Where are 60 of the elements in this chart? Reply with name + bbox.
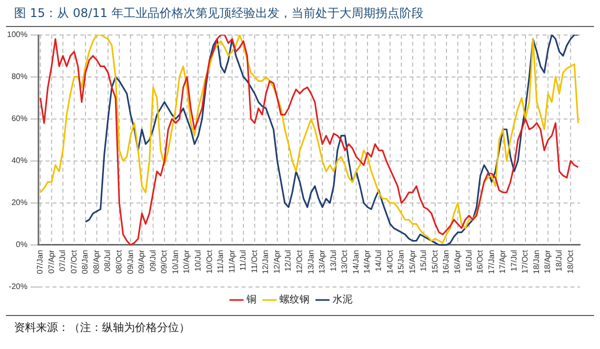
x-tick-label: 12/Jul	[284, 250, 293, 272]
x-tick-label: 15/Jul	[419, 250, 428, 272]
x-tick-label: 17/Jul	[509, 250, 518, 272]
text: 资料来源：（注：纵轴为价格分位）	[6, 315, 594, 339]
legend-label: 水泥	[332, 294, 352, 306]
x-tick-label: 16/Jan	[442, 250, 451, 274]
y-tick-label: 0%	[16, 240, 28, 250]
x-tick-label: 09/Apr	[137, 250, 146, 274]
x-tick-label: 07/Apr	[46, 250, 56, 274]
x-tick-label: 13/Apr	[318, 250, 327, 274]
x-tick-label: 14/Apr	[362, 250, 372, 274]
x-tick-label: 17/Jan	[486, 250, 496, 274]
x-tick-label: 09/Jul	[148, 250, 158, 272]
x-tick-label: 08/Jan	[80, 250, 90, 274]
x-tick-label: 07/Jan	[36, 250, 45, 274]
x-tick-label: 11/Jul	[238, 250, 248, 271]
x-tick-label: 12/Oct	[295, 249, 304, 274]
x-tick-label: 18/Oct	[566, 249, 575, 274]
x-tick-label: 15/Apr	[408, 250, 417, 274]
y-tick-label: 40%	[11, 156, 28, 166]
chart-title: 图 15：从 08/11 年工业品价格次第见顶经验出发，当前处于大周期拐点阶段	[6, 0, 594, 27]
y-tick-label: -20%	[8, 282, 28, 292]
y-tick-label: 60%	[11, 114, 28, 124]
x-tick-label: 08/Jul	[103, 250, 112, 272]
legend-label: 螺纹钢	[280, 294, 310, 306]
x-tick-label: 14/Jan	[351, 250, 360, 274]
x-tick-label: 12/Apr	[272, 250, 282, 274]
x-tick-label: 16/Jul	[464, 250, 474, 272]
y-tick-label: 20%	[11, 198, 28, 208]
x-tick-label: 14/Oct	[385, 249, 394, 274]
x-tick-label: 13/Oct	[340, 249, 350, 274]
x-tick-label: 17/Apr	[498, 250, 508, 274]
x-tick-label: 12/Jan	[261, 250, 270, 274]
x-tick-label: 11/Apr	[227, 250, 236, 273]
x-tick-label: 16/Apr	[452, 250, 462, 274]
x-tick-label: 11/Jan	[216, 250, 226, 274]
x-tick-label: 15/Jan	[396, 250, 406, 274]
x-tick-label: 18/Jul	[554, 250, 564, 272]
x-tick-label: 11/Oct	[250, 249, 259, 273]
y-tick-label: 100%	[6, 30, 28, 40]
x-tick-label: 18/Apr	[543, 250, 552, 274]
y-tick-label: 80%	[11, 72, 28, 82]
x-tick-label: 13/Jul	[328, 250, 338, 272]
x-tick-label: 10/Jan	[170, 250, 180, 274]
x-tick-label: 14/Jul	[374, 250, 384, 272]
x-tick-label: 09/Jan	[126, 250, 135, 274]
x-tick-label: 08/Apr	[92, 250, 101, 274]
x-tick-label: 16/Oct	[476, 249, 485, 274]
x-tick-label: 07/Oct	[69, 249, 78, 274]
x-tick-label: 07/Jul	[58, 250, 68, 272]
legend-label: 铜	[246, 294, 256, 306]
x-tick-label: 18/Jan	[532, 250, 541, 274]
x-tick-label: 17/Oct	[520, 249, 530, 274]
x-tick-label: 10/Jul	[193, 250, 202, 272]
x-tick-label: 13/Jan	[306, 250, 316, 274]
x-tick-label: 09/Oct	[160, 249, 169, 274]
x-tick-label: 15/Oct	[430, 249, 440, 274]
x-tick-label: 10/Apr	[182, 250, 192, 274]
x-tick-label: 10/Oct	[204, 249, 214, 274]
x-tick-label: 08/Oct	[114, 249, 124, 274]
